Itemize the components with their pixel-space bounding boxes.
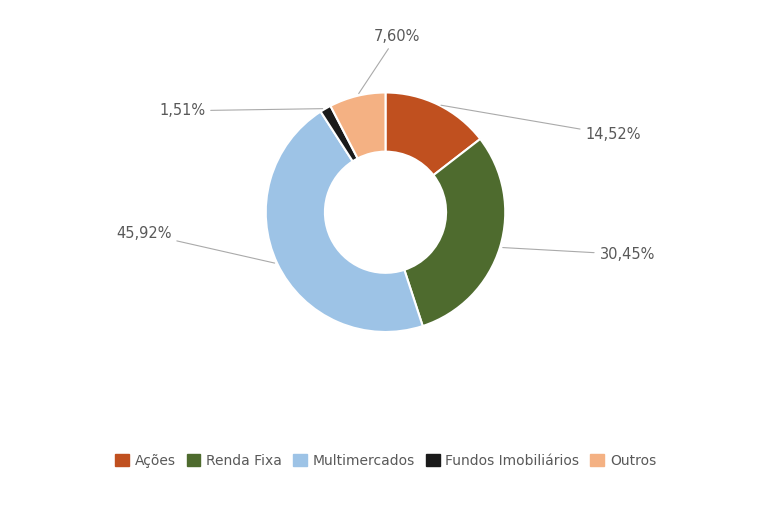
Wedge shape [386, 93, 480, 175]
Wedge shape [266, 111, 423, 332]
Legend: Ações, Renda Fixa, Multimercados, Fundos Imobiliários, Outros: Ações, Renda Fixa, Multimercados, Fundos… [109, 449, 662, 474]
Text: 45,92%: 45,92% [116, 226, 274, 263]
Text: 30,45%: 30,45% [503, 247, 655, 262]
Text: 1,51%: 1,51% [159, 103, 323, 118]
Wedge shape [331, 93, 386, 158]
Text: 7,60%: 7,60% [359, 29, 420, 94]
Wedge shape [404, 139, 505, 326]
Text: 14,52%: 14,52% [441, 105, 641, 142]
Wedge shape [321, 106, 358, 162]
